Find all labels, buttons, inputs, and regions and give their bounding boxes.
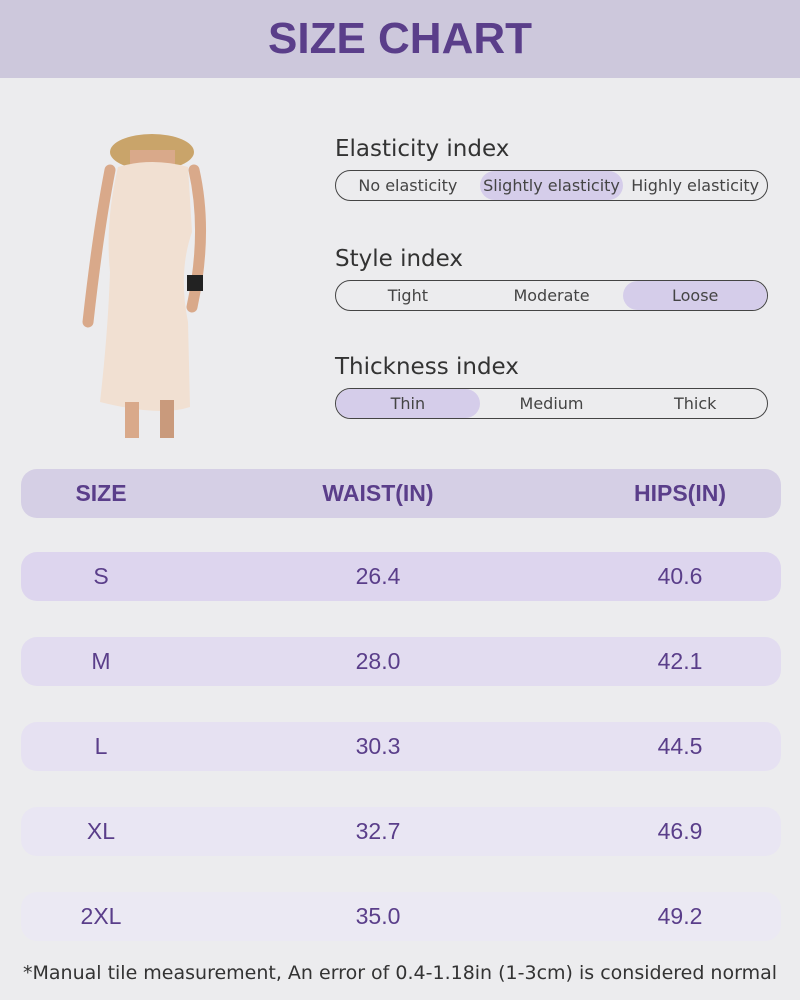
table-row: M 28.0 42.1: [21, 637, 781, 686]
cell: WAIST(IN): [322, 480, 434, 506]
cell: 42.1: [657, 648, 703, 674]
title: SIZE CHART: [268, 14, 532, 63]
index-label: Elasticity index: [335, 136, 510, 162]
thickness-index: Thickness index Thin Medium Thick: [335, 354, 768, 419]
cell: 2XL: [80, 903, 122, 929]
table-header: SIZE WAIST(IN) HIPS(IN): [21, 469, 781, 518]
cell: 40.6: [657, 563, 703, 589]
elasticity-index: Elasticity index No elasticity Slightly …: [335, 136, 768, 201]
table-row: L 30.3 44.5: [21, 722, 781, 771]
option: Moderate: [513, 286, 590, 305]
index-scale: Tight Moderate Loose: [335, 280, 768, 311]
cell: 28.0: [355, 648, 401, 674]
cell: 44.5: [657, 733, 703, 759]
option: Tight: [387, 286, 428, 305]
option-selected: Loose: [623, 281, 767, 310]
cell: 46.9: [657, 818, 703, 844]
index-scale: No elasticity Slightly elasticity Highly…: [335, 170, 768, 201]
index-label: Style index: [335, 246, 464, 272]
cell: S: [93, 563, 109, 589]
option: Highly elasticity: [631, 176, 760, 195]
style-index: Style index Tight Moderate Loose: [335, 246, 768, 311]
cell: 26.4: [355, 563, 401, 589]
header: SIZE CHART: [0, 0, 800, 78]
cell: M: [91, 648, 111, 674]
cell: 32.7: [355, 818, 401, 844]
cell: 49.2: [657, 903, 703, 929]
table-row: 2XL 35.0 49.2: [21, 892, 781, 941]
table-row: S 26.4 40.6: [21, 552, 781, 601]
product-photo: [82, 134, 206, 438]
cell: L: [94, 733, 108, 759]
option-selected: Slightly elasticity: [479, 171, 624, 200]
option-selected: Thin: [336, 389, 480, 418]
cell: XL: [86, 818, 116, 844]
option: Thick: [673, 394, 717, 413]
table-row: XL 32.7 46.9: [21, 807, 781, 856]
cell: 35.0: [355, 903, 401, 929]
index-scale: Thin Medium Thick: [335, 388, 768, 419]
index-label: Thickness index: [335, 354, 519, 380]
footnote: *Manual tile measurement, An error of 0.…: [22, 962, 778, 984]
cell: 30.3: [355, 733, 401, 759]
option: Medium: [519, 394, 584, 413]
option: No elasticity: [358, 176, 458, 195]
cell: HIPS(IN): [634, 480, 726, 506]
cell: SIZE: [75, 480, 127, 506]
